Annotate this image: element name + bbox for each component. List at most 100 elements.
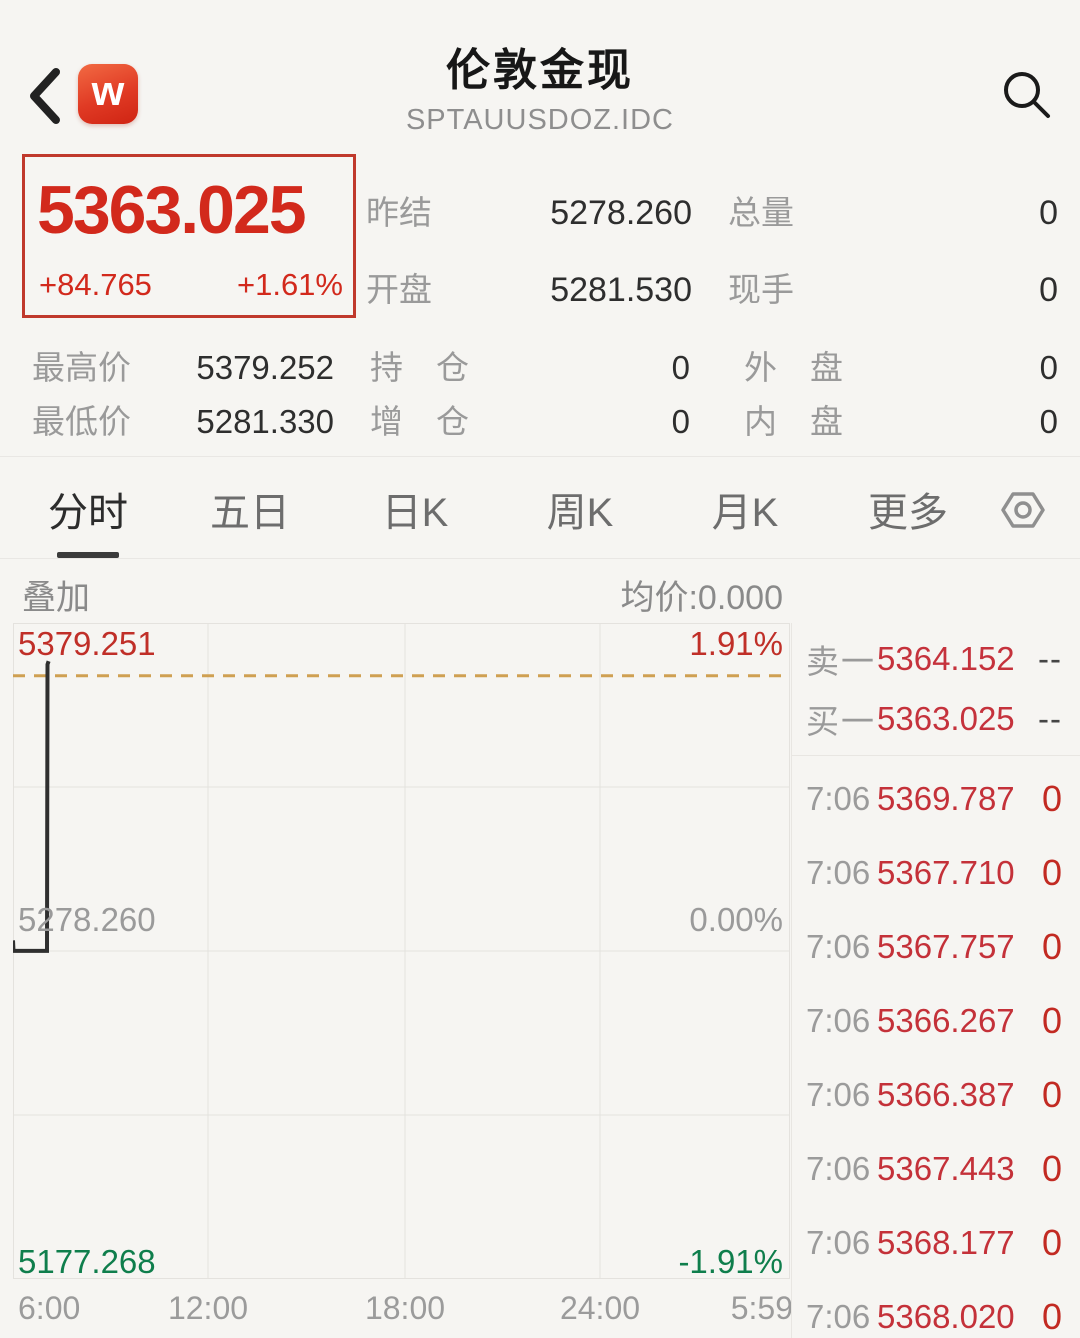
symbol-code: SPTAUUSDOZ.IDC [405,104,675,136]
trade-volume: 0 [1041,1296,1062,1337]
price-change: +84.765 [39,267,152,302]
low-label: 最低价 [32,403,131,440]
trade-time: 7:06 [806,1076,871,1113]
ask1-volume: -- [1038,640,1062,677]
tab-more[interactable]: 更多 [868,480,948,538]
page-title: 伦敦金现 [446,46,634,95]
price-change-row: +84.765 +1.61% [39,267,343,303]
chart-settings-button[interactable] [999,486,1047,534]
trade-volume: 0 [1041,926,1062,967]
divider-below-tabs [0,558,1080,559]
low-value: 5281.330 [196,403,334,440]
search-button[interactable] [998,66,1054,122]
total-vol-label: 总量 [728,194,794,231]
open-interest-label: 持 仓 [370,349,469,386]
trade-volume: 0 [1041,1222,1062,1263]
trade-time: 7:06 [806,854,871,891]
cur-vol-value: 0 [1039,271,1058,309]
bid1-price: 5363.025 [877,700,1015,737]
tab-monthly-k[interactable]: 月K [712,480,779,538]
order-book-panel: 卖一 5364.152 -- 买一 5363.025 -- 7:06 5369.… [791,623,1080,1338]
trade-price: 5369.787 [877,780,1015,817]
chart-pctmax-label: 1.91% [689,625,783,662]
trade-time: 7:06 [806,780,871,817]
price-change-pct: +1.61% [236,267,343,302]
trade-row: 7:06 5368.177 0 [792,1206,1080,1280]
trade-volume: 0 [1041,1074,1062,1115]
trade-time: 7:06 [806,1224,871,1261]
xtick-0559: 5:59 [730,1290,793,1326]
trade-price: 5367.443 [877,1150,1015,1187]
trade-time: 7:06 [806,1002,871,1039]
settings-hex-nut-icon [1001,492,1045,528]
oi-change-value: 0 [671,403,690,440]
chart-ymid-label: 5278.260 [18,901,156,938]
high-value: 5379.252 [196,349,334,386]
xtick-1200: 12:00 [167,1290,249,1326]
xtick-2400: 24:00 [559,1290,641,1326]
trade-row: 7:06 5367.443 0 [792,1132,1080,1206]
bid1-label: 买一 [806,703,876,740]
intraday-chart[interactable] [13,623,790,1279]
quote-row-open-curvol: 开盘 5281.530 现手 0 [366,263,1058,311]
oi-change-label: 增 仓 [370,403,469,440]
trade-volume: 0 [1041,778,1062,819]
trade-row: 7:06 5369.787 0 [792,762,1080,836]
trade-time: 7:06 [806,928,871,965]
wind-app-logo[interactable]: w [78,64,138,124]
tick-trade-list[interactable]: 7:06 5369.787 0 7:06 5367.710 0 7:06 536… [792,762,1080,1338]
trade-row: 7:06 5368.020 0 [792,1280,1080,1338]
price-line [13,660,51,953]
overlay-button[interactable]: 叠加 [22,579,90,617]
chart-pctmin-label: -1.91% [678,1243,783,1280]
tab-weekly-k[interactable]: 周K [547,480,614,538]
trade-price: 5368.020 [877,1298,1015,1335]
open-label: 开盘 [366,271,432,308]
xtick-0600: 6:00 [18,1290,81,1326]
chart-grid [13,623,790,1279]
back-button[interactable] [24,66,68,126]
high-label: 最高价 [32,349,131,386]
inner-vol-label: 内 盘 [744,403,843,440]
tab-5day[interactable]: 五日 [210,480,290,538]
xtick-1800: 18:00 [364,1290,446,1326]
period-tabbar: 分时 五日 日K 周K 月K 更多 [0,468,1080,558]
inner-vol-value: 0 [1039,403,1058,440]
tab-more-label: 更多 [868,491,948,535]
tab-minute-label: 分时 [48,491,128,535]
trade-row: 7:06 5366.387 0 [792,1058,1080,1132]
tab-minute[interactable]: 分时 [48,480,128,558]
trade-volume: 0 [1041,1000,1062,1041]
trade-row: 7:06 5367.757 0 [792,910,1080,984]
trade-row: 7:06 5367.710 0 [792,836,1080,910]
trade-time: 7:06 [806,1150,871,1187]
cur-vol-label: 现手 [728,271,794,308]
ask1-price: 5364.152 [877,640,1015,677]
search-icon [1004,72,1050,118]
panel-divider [792,755,1080,756]
trade-volume: 0 [1041,852,1062,893]
trade-price: 5367.710 [877,854,1015,891]
trade-price: 5366.387 [877,1076,1015,1113]
chart-ymin-label: 5177.268 [18,1243,156,1280]
prev-close-value: 5278.260 [550,194,692,232]
tab-daily-k-label: 日K [381,491,449,535]
bid1-volume: -- [1038,700,1062,737]
trade-price: 5368.177 [877,1224,1015,1261]
trade-volume: 0 [1041,1148,1062,1189]
outer-vol-label: 外 盘 [744,349,843,386]
quote-row-high-oi-outer: 最高价 5379.252 持 仓 0 外 盘 0 [32,341,1058,389]
trade-price: 5366.267 [877,1002,1015,1039]
quote-row-low-oichg-inner: 最低价 5281.330 增 仓 0 内 盘 0 [32,395,1058,443]
trade-price: 5367.757 [877,928,1015,965]
tab-daily-k[interactable]: 日K [382,480,449,538]
avg-price-label: 均价:0.000 [620,579,783,617]
trade-time: 7:06 [806,1298,871,1335]
ask1-label: 卖一 [806,643,876,680]
total-vol-value: 0 [1039,194,1058,232]
open-value: 5281.530 [550,271,692,309]
tab-5day-label: 五日 [210,491,290,535]
divider-above-tabs [0,456,1080,457]
trade-row: 7:06 5366.267 0 [792,984,1080,1058]
